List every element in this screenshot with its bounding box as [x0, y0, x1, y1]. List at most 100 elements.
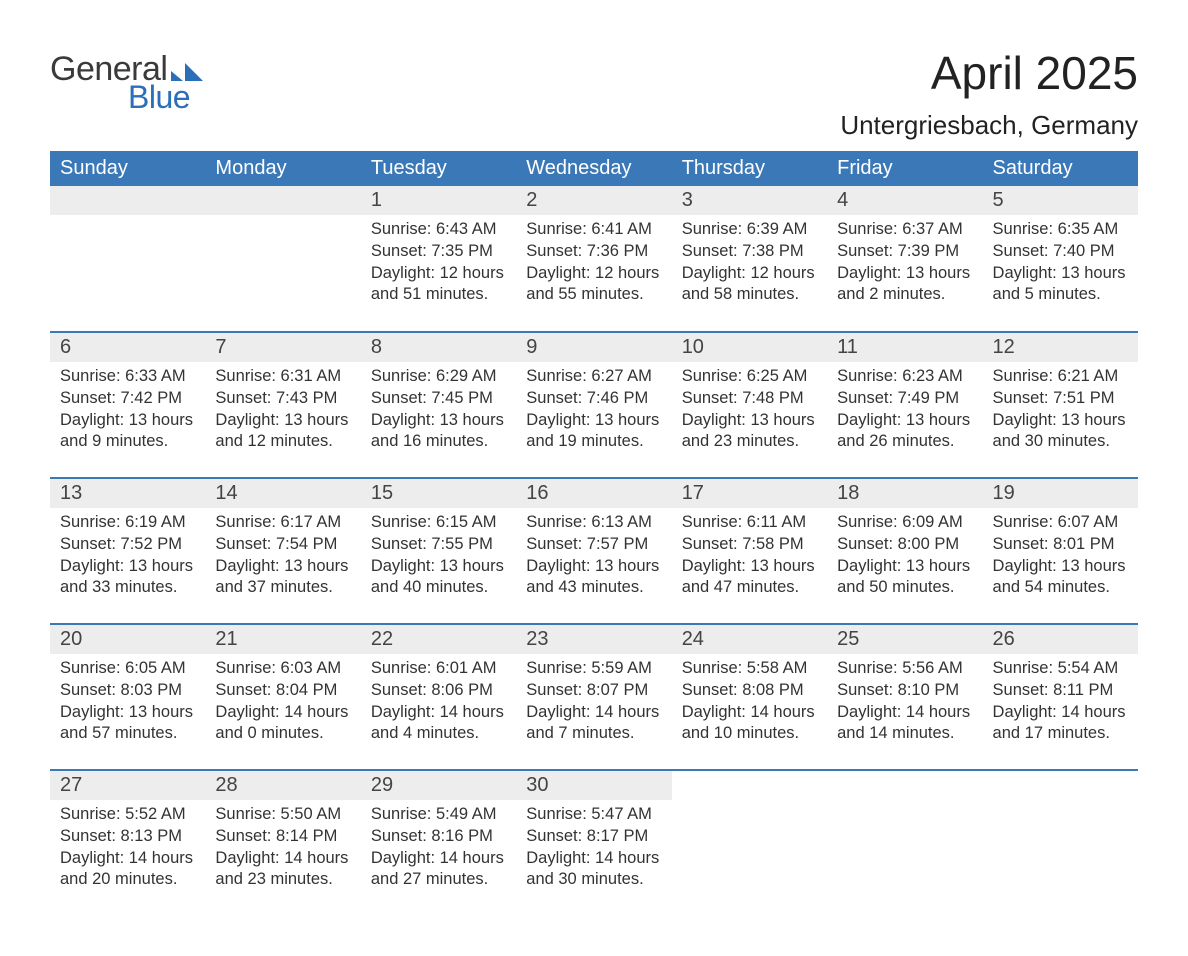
- sunset-line: Sunset: 8:13 PM: [60, 826, 195, 848]
- day-cell: 5Sunrise: 6:35 AMSunset: 7:40 PMDaylight…: [983, 186, 1138, 332]
- sunrise-line: Sunrise: 6:09 AM: [837, 512, 972, 534]
- sunset-line: Sunset: 7:49 PM: [837, 388, 972, 410]
- daylight-line1: Daylight: 13 hours: [215, 410, 350, 432]
- daylight-line2: and 50 minutes.: [837, 577, 972, 599]
- sunrise-line: Sunrise: 5:47 AM: [526, 804, 661, 826]
- day-number: 6: [50, 333, 205, 362]
- daylight-line2: and 10 minutes.: [682, 723, 817, 745]
- day-cell: 13Sunrise: 6:19 AMSunset: 7:52 PMDayligh…: [50, 478, 205, 624]
- day-number: 23: [516, 625, 671, 654]
- day-cell: 30Sunrise: 5:47 AMSunset: 8:17 PMDayligh…: [516, 770, 671, 916]
- sunrise-line: Sunrise: 6:39 AM: [682, 219, 817, 241]
- calendar-table: Sunday Monday Tuesday Wednesday Thursday…: [50, 151, 1138, 916]
- day-content: Sunrise: 6:23 AMSunset: 7:49 PMDaylight:…: [827, 362, 982, 461]
- weekday-header: Wednesday: [516, 151, 671, 186]
- daylight-line2: and 20 minutes.: [60, 869, 195, 891]
- day-cell: [983, 770, 1138, 916]
- sunrise-line: Sunrise: 5:59 AM: [526, 658, 661, 680]
- day-cell: 11Sunrise: 6:23 AMSunset: 7:49 PMDayligh…: [827, 332, 982, 478]
- daylight-line2: and 27 minutes.: [371, 869, 506, 891]
- week-row: 1Sunrise: 6:43 AMSunset: 7:35 PMDaylight…: [50, 186, 1138, 332]
- daylight-line1: Daylight: 13 hours: [837, 556, 972, 578]
- day-number: 13: [50, 479, 205, 508]
- day-number: 25: [827, 625, 982, 654]
- daylight-line1: Daylight: 14 hours: [215, 848, 350, 870]
- daylight-line2: and 26 minutes.: [837, 431, 972, 453]
- day-cell: 2Sunrise: 6:41 AMSunset: 7:36 PMDaylight…: [516, 186, 671, 332]
- day-cell: 9Sunrise: 6:27 AMSunset: 7:46 PMDaylight…: [516, 332, 671, 478]
- sunrise-line: Sunrise: 6:13 AM: [526, 512, 661, 534]
- day-number: 18: [827, 479, 982, 508]
- daylight-line1: Daylight: 13 hours: [993, 556, 1128, 578]
- daylight-line1: Daylight: 14 hours: [526, 848, 661, 870]
- daylight-line1: Daylight: 13 hours: [371, 410, 506, 432]
- daylight-line1: Daylight: 13 hours: [60, 702, 195, 724]
- daylight-line2: and 14 minutes.: [837, 723, 972, 745]
- day-content: Sunrise: 6:09 AMSunset: 8:00 PMDaylight:…: [827, 508, 982, 607]
- daylight-line1: Daylight: 14 hours: [682, 702, 817, 724]
- sunset-line: Sunset: 7:36 PM: [526, 241, 661, 263]
- day-content: Sunrise: 6:11 AMSunset: 7:58 PMDaylight:…: [672, 508, 827, 607]
- daylight-line1: Daylight: 13 hours: [526, 556, 661, 578]
- day-cell: [205, 186, 360, 332]
- sunset-line: Sunset: 7:45 PM: [371, 388, 506, 410]
- daylight-line1: Daylight: 13 hours: [993, 410, 1128, 432]
- daylight-line2: and 30 minutes.: [993, 431, 1128, 453]
- daylight-line1: Daylight: 12 hours: [371, 263, 506, 285]
- day-cell: 26Sunrise: 5:54 AMSunset: 8:11 PMDayligh…: [983, 624, 1138, 770]
- day-number: 17: [672, 479, 827, 508]
- sunrise-line: Sunrise: 6:15 AM: [371, 512, 506, 534]
- day-content: Sunrise: 6:35 AMSunset: 7:40 PMDaylight:…: [983, 215, 1138, 314]
- sunset-line: Sunset: 8:06 PM: [371, 680, 506, 702]
- day-cell: 3Sunrise: 6:39 AMSunset: 7:38 PMDaylight…: [672, 186, 827, 332]
- logo-text-blue: Blue: [128, 79, 190, 116]
- day-content: Sunrise: 6:25 AMSunset: 7:48 PMDaylight:…: [672, 362, 827, 461]
- daylight-line2: and 54 minutes.: [993, 577, 1128, 599]
- day-cell: 20Sunrise: 6:05 AMSunset: 8:03 PMDayligh…: [50, 624, 205, 770]
- day-number: 20: [50, 625, 205, 654]
- daylight-line1: Daylight: 13 hours: [682, 410, 817, 432]
- sunrise-line: Sunrise: 5:52 AM: [60, 804, 195, 826]
- day-content: Sunrise: 6:39 AMSunset: 7:38 PMDaylight:…: [672, 215, 827, 314]
- sunrise-line: Sunrise: 6:29 AM: [371, 366, 506, 388]
- day-cell: 25Sunrise: 5:56 AMSunset: 8:10 PMDayligh…: [827, 624, 982, 770]
- daylight-line2: and 4 minutes.: [371, 723, 506, 745]
- daylight-line2: and 43 minutes.: [526, 577, 661, 599]
- calendar-body: 1Sunrise: 6:43 AMSunset: 7:35 PMDaylight…: [50, 186, 1138, 916]
- sunset-line: Sunset: 8:16 PM: [371, 826, 506, 848]
- daylight-line2: and 17 minutes.: [993, 723, 1128, 745]
- header: General Blue April 2025 Untergriesbach, …: [50, 50, 1138, 141]
- week-row: 27Sunrise: 5:52 AMSunset: 8:13 PMDayligh…: [50, 770, 1138, 916]
- day-content: Sunrise: 6:19 AMSunset: 7:52 PMDaylight:…: [50, 508, 205, 607]
- sunrise-line: Sunrise: 5:54 AM: [993, 658, 1128, 680]
- day-cell: 14Sunrise: 6:17 AMSunset: 7:54 PMDayligh…: [205, 478, 360, 624]
- sunrise-line: Sunrise: 6:19 AM: [60, 512, 195, 534]
- day-number: 4: [827, 186, 982, 215]
- sunset-line: Sunset: 8:00 PM: [837, 534, 972, 556]
- day-content: Sunrise: 6:43 AMSunset: 7:35 PMDaylight:…: [361, 215, 516, 314]
- logo: General Blue: [50, 50, 203, 116]
- day-content: Sunrise: 5:52 AMSunset: 8:13 PMDaylight:…: [50, 800, 205, 899]
- day-number-empty: [50, 186, 205, 215]
- day-cell: 22Sunrise: 6:01 AMSunset: 8:06 PMDayligh…: [361, 624, 516, 770]
- day-content: Sunrise: 6:29 AMSunset: 7:45 PMDaylight:…: [361, 362, 516, 461]
- day-number: 27: [50, 771, 205, 800]
- sunrise-line: Sunrise: 6:17 AM: [215, 512, 350, 534]
- sunset-line: Sunset: 8:11 PM: [993, 680, 1128, 702]
- daylight-line1: Daylight: 14 hours: [60, 848, 195, 870]
- daylight-line1: Daylight: 13 hours: [837, 263, 972, 285]
- daylight-line2: and 23 minutes.: [682, 431, 817, 453]
- sunrise-line: Sunrise: 6:23 AM: [837, 366, 972, 388]
- daylight-line2: and 40 minutes.: [371, 577, 506, 599]
- day-cell: 24Sunrise: 5:58 AMSunset: 8:08 PMDayligh…: [672, 624, 827, 770]
- sunset-line: Sunset: 7:40 PM: [993, 241, 1128, 263]
- day-cell: 15Sunrise: 6:15 AMSunset: 7:55 PMDayligh…: [361, 478, 516, 624]
- sunrise-line: Sunrise: 6:27 AM: [526, 366, 661, 388]
- day-content: Sunrise: 6:07 AMSunset: 8:01 PMDaylight:…: [983, 508, 1138, 607]
- day-content: Sunrise: 5:58 AMSunset: 8:08 PMDaylight:…: [672, 654, 827, 753]
- day-content: Sunrise: 5:59 AMSunset: 8:07 PMDaylight:…: [516, 654, 671, 753]
- sunrise-line: Sunrise: 5:49 AM: [371, 804, 506, 826]
- daylight-line1: Daylight: 13 hours: [371, 556, 506, 578]
- day-content: Sunrise: 6:37 AMSunset: 7:39 PMDaylight:…: [827, 215, 982, 314]
- daylight-line1: Daylight: 14 hours: [993, 702, 1128, 724]
